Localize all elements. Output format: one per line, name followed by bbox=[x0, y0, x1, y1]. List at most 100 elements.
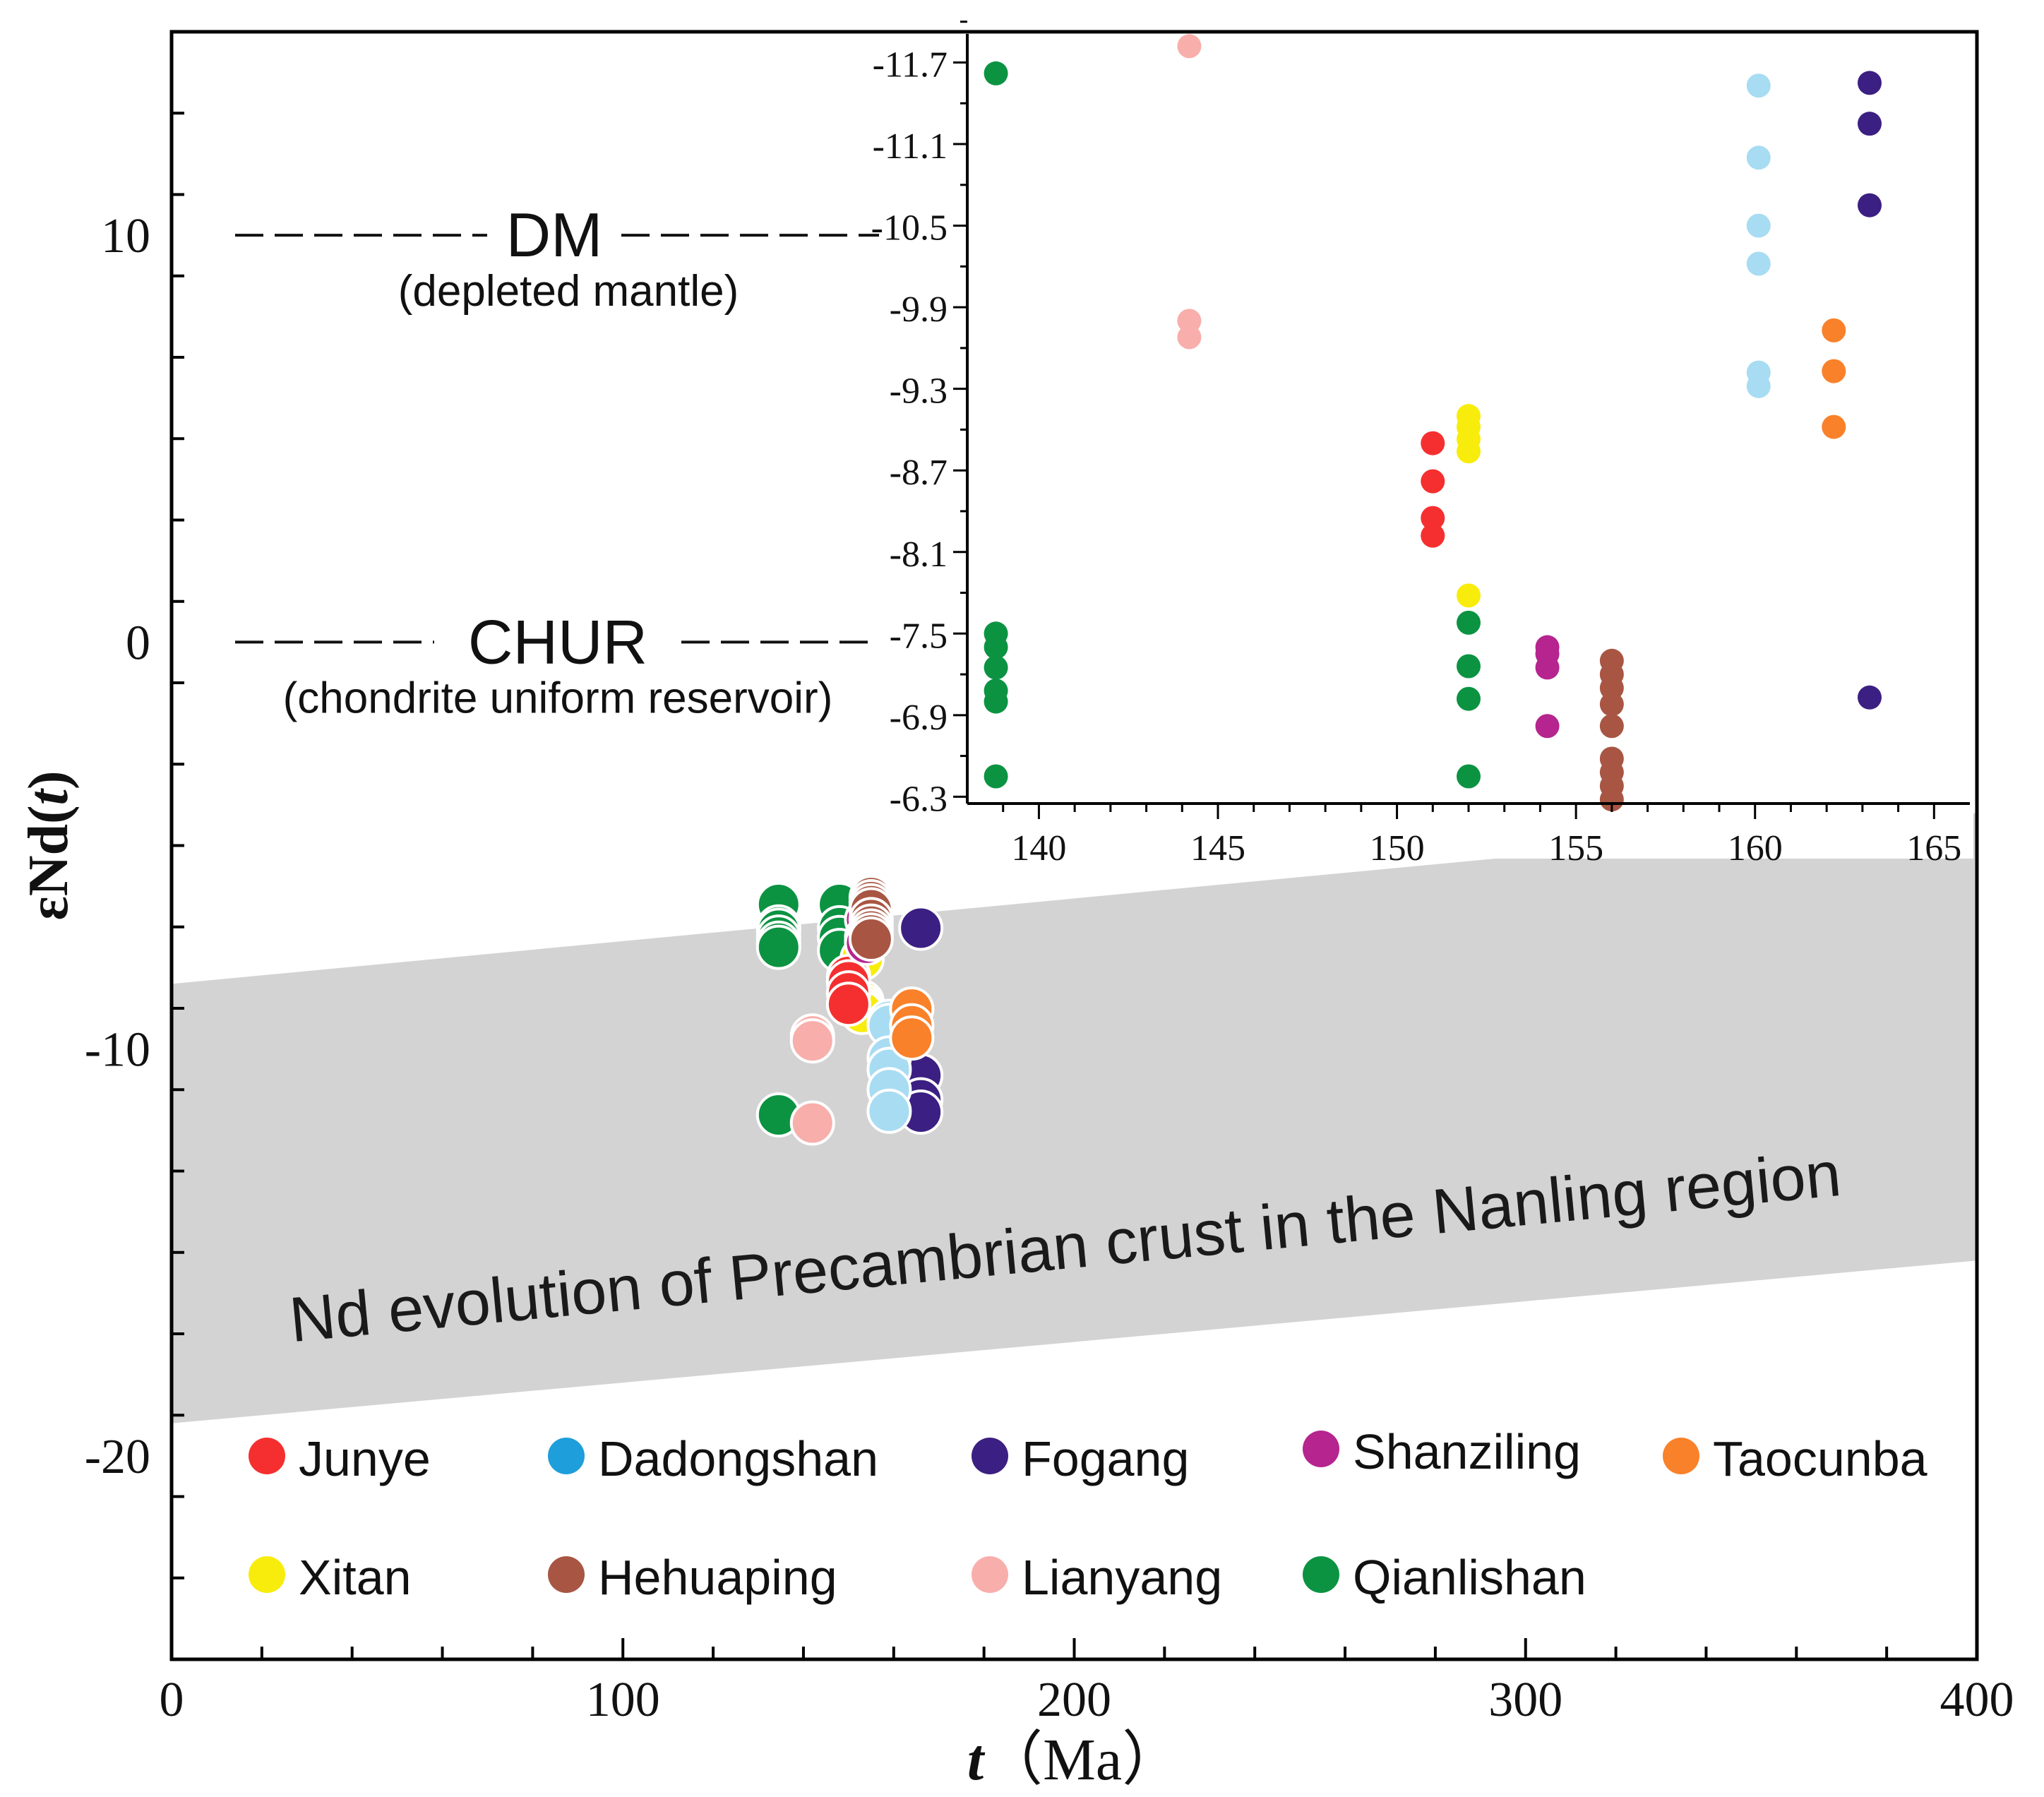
inset-point-taocunba bbox=[1822, 414, 1846, 439]
x-tick-label: 100 bbox=[586, 1673, 660, 1727]
inset-point-qianlishan bbox=[984, 764, 1008, 789]
inset-y-tick-label: -8.7 bbox=[890, 453, 948, 493]
main-point-hehuaping bbox=[848, 917, 894, 962]
inset-point-qianlishan bbox=[984, 655, 1008, 680]
inset-point-fogang bbox=[1858, 71, 1882, 95]
inset-point-fogang bbox=[1858, 112, 1882, 136]
x-tick-label: 300 bbox=[1488, 1673, 1562, 1727]
legend-label-dadongshan: Dadongshan bbox=[598, 1431, 878, 1486]
inset-y-tick-label: -10.5 bbox=[871, 208, 948, 249]
inset-point-qianlishan bbox=[984, 679, 1008, 703]
legend-marker-shanziling bbox=[1303, 1431, 1339, 1467]
inset-point-taocunba bbox=[1822, 318, 1846, 342]
inset-x-tick-label: 150 bbox=[1370, 828, 1425, 868]
legend-marker-lianyang bbox=[972, 1556, 1008, 1593]
y-axis-title-suffix: ) bbox=[18, 771, 80, 790]
legend: Junye Dadongshan Fogang Shanziling Taocunba X… bbox=[249, 1424, 1928, 1605]
inset-point-xitan bbox=[1457, 404, 1481, 429]
ref-label-chur: CHUR bbox=[468, 607, 647, 676]
y-axis-title-prefix: εNd( bbox=[18, 805, 80, 920]
inset-point-fogang bbox=[1858, 193, 1882, 217]
inset-point-hehuaping bbox=[1599, 746, 1624, 771]
main-point-qianlishan bbox=[755, 924, 801, 970]
ref-sublabel-dm: (depleted mantle) bbox=[398, 267, 739, 316]
main-point-junye bbox=[825, 981, 871, 1027]
band-polygon bbox=[172, 813, 1977, 1423]
inset-point-qianlishan bbox=[1457, 610, 1481, 635]
inset-y-tick-label: -8.1 bbox=[890, 535, 948, 575]
inset-y-tick-label: -6.9 bbox=[890, 698, 948, 738]
x-axis-title-var: t bbox=[967, 1727, 986, 1793]
main-point-fogang bbox=[898, 905, 944, 951]
legend-marker-hehuaping bbox=[548, 1556, 585, 1593]
inset-point-dadongshan bbox=[1746, 213, 1771, 238]
legend-marker-taocunba bbox=[1663, 1438, 1699, 1474]
inset-point-xitan bbox=[1457, 583, 1481, 608]
ref-sublabel-chur: (chondrite uniform reservoir) bbox=[283, 674, 833, 722]
inset-point-dadongshan bbox=[1746, 73, 1771, 98]
inset-point-fogang bbox=[1858, 685, 1882, 710]
legend-label-junye: Junye bbox=[299, 1431, 431, 1486]
main-axes: 0 100 200 300 400 -20 -10 0 10 bbox=[85, 30, 2014, 1727]
x-tick-label: 200 bbox=[1037, 1673, 1111, 1727]
inset-y-tick-label: -11.7 bbox=[873, 45, 948, 85]
crust-evolution-band bbox=[172, 813, 1977, 1423]
x-axis-title-unit: （Ma） bbox=[984, 1727, 1181, 1793]
legend-label-qianlishan: Qianlishan bbox=[1353, 1550, 1586, 1605]
ref-label-dm: DM bbox=[506, 200, 603, 270]
x-axis-title: t（Ma） bbox=[967, 1727, 1181, 1793]
inset-point-lianyang bbox=[1177, 309, 1202, 333]
inset-y-tick-label: -9.9 bbox=[890, 289, 948, 330]
inset-point-qianlishan bbox=[1457, 686, 1481, 711]
y-tick-label: 0 bbox=[126, 616, 150, 670]
x-tick-label: 0 bbox=[160, 1673, 184, 1727]
inset-axes: 140 145 150 155 160 165 -6.3 -6.9 -7.5 -8.1 -8.7 -9… bbox=[871, 20, 1970, 868]
legend-marker-fogang bbox=[972, 1438, 1008, 1474]
legend-label-shanziling: Shanziling bbox=[1353, 1424, 1581, 1479]
inset-point-shanziling bbox=[1535, 635, 1560, 659]
legend-marker-qianlishan bbox=[1303, 1556, 1339, 1593]
inset-point-qianlishan bbox=[1457, 764, 1481, 789]
inset-x-tick-label: 160 bbox=[1728, 828, 1783, 868]
inset-x-tick-label: 140 bbox=[1011, 828, 1066, 868]
main-point-taocunba bbox=[889, 1015, 935, 1061]
inset-point-qianlishan bbox=[984, 61, 1008, 85]
inset-point-junye bbox=[1421, 506, 1445, 530]
inset-point-hehuaping bbox=[1599, 714, 1624, 739]
main-point-lianyang bbox=[789, 1018, 835, 1064]
inset-y-tick-label: -11.1 bbox=[873, 126, 948, 167]
legend-label-lianyang: Lianyang bbox=[1022, 1550, 1222, 1605]
inset-point-taocunba bbox=[1822, 359, 1846, 383]
main-point-dadongshan bbox=[866, 1088, 912, 1134]
legend-label-hehuaping: Hehuaping bbox=[598, 1550, 837, 1605]
y-axis-title-var: t bbox=[18, 787, 80, 805]
inset-data-points bbox=[984, 34, 1882, 812]
inset-point-qianlishan bbox=[1457, 654, 1481, 679]
legend-marker-dadongshan bbox=[548, 1438, 585, 1474]
inset-point-qianlishan bbox=[984, 621, 1008, 646]
inset-y-tick-label: -9.3 bbox=[890, 371, 948, 412]
inset-point-lianyang bbox=[1177, 34, 1202, 59]
inset-y-tick-label: -7.5 bbox=[890, 616, 948, 656]
legend-label-fogang: Fogang bbox=[1022, 1431, 1189, 1486]
inset-point-junye bbox=[1421, 523, 1445, 548]
inset-point-hehuaping bbox=[1599, 648, 1624, 673]
inset-point-dadongshan bbox=[1746, 145, 1771, 170]
inset-x-tick-label: 165 bbox=[1906, 828, 1961, 868]
legend-label-xitan: Xitan bbox=[299, 1550, 412, 1605]
inset-y-tick-label: -6.3 bbox=[890, 779, 948, 819]
inset-point-dadongshan bbox=[1746, 360, 1771, 385]
main-data-points bbox=[755, 875, 944, 1146]
y-tick-label: -10 bbox=[85, 1023, 150, 1077]
x-tick-label: 400 bbox=[1940, 1673, 2014, 1727]
inset-point-dadongshan bbox=[1746, 251, 1771, 276]
y-tick-label: 10 bbox=[101, 209, 150, 263]
legend-marker-junye bbox=[249, 1438, 285, 1474]
legend-marker-xitan bbox=[249, 1556, 285, 1593]
inset-point-shanziling bbox=[1535, 714, 1560, 739]
reference-lines: DM(depleted mantle) CHUR(chondrite unifor… bbox=[235, 200, 950, 722]
inset-point-junye bbox=[1421, 431, 1445, 455]
y-axis-title: εNd(t) bbox=[18, 771, 80, 921]
inset-x-tick-label: 155 bbox=[1548, 828, 1603, 868]
